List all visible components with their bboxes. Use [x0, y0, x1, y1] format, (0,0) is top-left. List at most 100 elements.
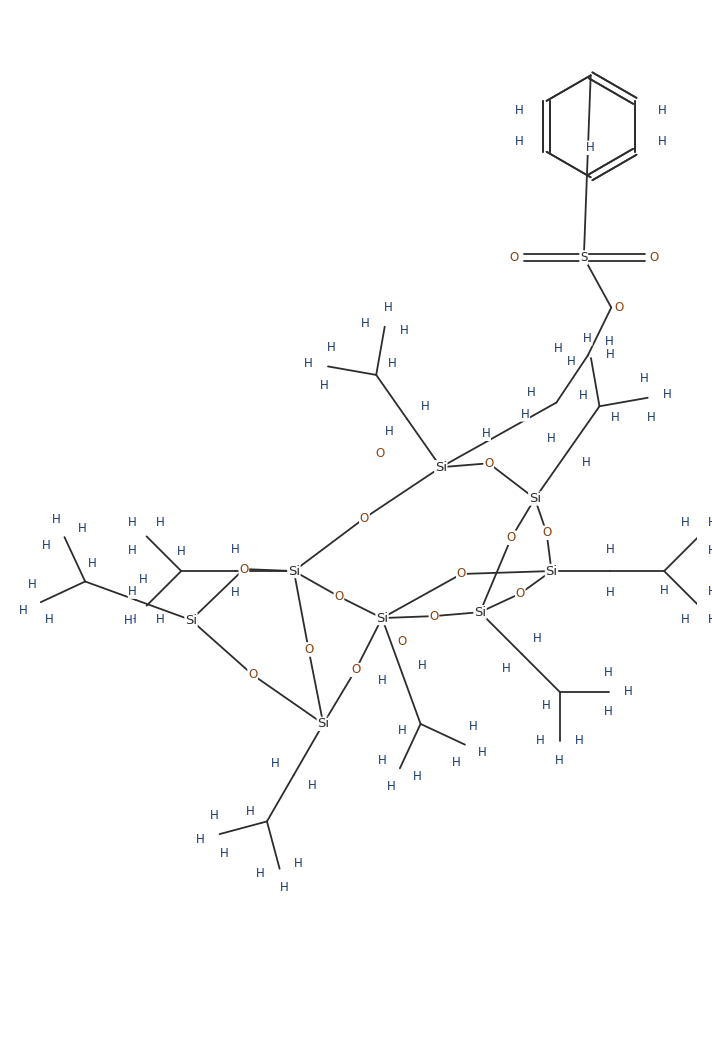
Text: H: H — [384, 301, 392, 314]
Text: H: H — [361, 317, 370, 330]
Text: H: H — [418, 659, 426, 672]
Text: Si: Si — [474, 606, 486, 618]
Text: H: H — [469, 720, 478, 733]
Text: H: H — [681, 613, 689, 626]
Text: H: H — [156, 516, 164, 529]
Text: H: H — [327, 340, 336, 354]
Text: H: H — [281, 881, 289, 895]
Text: H: H — [210, 808, 219, 822]
Text: H: H — [139, 573, 147, 586]
Text: H: H — [708, 516, 712, 529]
Text: H: H — [708, 585, 712, 598]
Text: H: H — [520, 407, 530, 421]
Text: Si: Si — [545, 565, 557, 578]
Text: H: H — [605, 335, 614, 349]
Text: H: H — [663, 387, 671, 401]
Text: H: H — [128, 585, 137, 598]
Text: H: H — [708, 544, 712, 556]
Text: O: O — [614, 301, 624, 314]
Text: H: H — [640, 372, 649, 385]
Text: H: H — [520, 407, 530, 421]
Text: H: H — [658, 135, 666, 148]
Text: H: H — [502, 663, 511, 675]
Text: O: O — [542, 526, 551, 540]
Text: H: H — [658, 104, 666, 118]
Text: O: O — [484, 457, 493, 469]
Text: H: H — [45, 613, 53, 627]
Text: H: H — [28, 578, 37, 591]
Text: H: H — [606, 349, 614, 361]
Text: O: O — [542, 526, 551, 540]
Text: O: O — [650, 251, 659, 264]
Text: O: O — [239, 563, 248, 575]
Text: O: O — [375, 447, 384, 460]
Text: H: H — [320, 379, 329, 393]
Text: H: H — [515, 135, 523, 148]
Text: H: H — [658, 104, 666, 118]
Text: H: H — [128, 613, 137, 626]
Text: H: H — [606, 586, 614, 600]
Text: O: O — [304, 643, 313, 656]
Text: H: H — [578, 390, 587, 402]
Text: H: H — [624, 686, 632, 698]
Text: H: H — [515, 104, 523, 118]
Text: O: O — [429, 610, 439, 623]
Text: O: O — [457, 567, 466, 581]
Text: H: H — [124, 613, 133, 627]
Text: H: H — [52, 512, 61, 526]
Text: S: S — [580, 251, 587, 264]
Text: O: O — [351, 664, 360, 676]
Text: O: O — [248, 669, 257, 681]
Text: O: O — [510, 251, 519, 264]
Text: O: O — [429, 610, 439, 623]
Text: H: H — [246, 805, 254, 818]
Text: O: O — [515, 587, 525, 600]
Text: H: H — [606, 543, 614, 556]
Text: Si: Si — [288, 565, 300, 578]
Text: H: H — [681, 516, 689, 529]
Text: H: H — [660, 584, 669, 597]
Text: H: H — [604, 705, 613, 718]
Text: H: H — [413, 770, 422, 783]
Text: H: H — [604, 666, 613, 678]
Text: O: O — [457, 567, 466, 581]
Text: H: H — [515, 104, 523, 118]
Text: H: H — [586, 142, 595, 154]
Text: H: H — [547, 432, 555, 444]
Text: H: H — [128, 544, 137, 556]
Text: H: H — [128, 516, 137, 529]
Text: H: H — [658, 135, 666, 148]
Text: H: H — [554, 342, 562, 355]
Text: H: H — [177, 545, 186, 558]
Text: O: O — [515, 587, 525, 600]
Text: O: O — [507, 531, 516, 544]
Text: H: H — [398, 724, 407, 737]
Text: H: H — [420, 400, 429, 414]
Text: H: H — [388, 357, 397, 371]
Text: O: O — [239, 563, 248, 575]
Text: H: H — [197, 833, 205, 845]
Text: O: O — [614, 301, 624, 314]
Text: O: O — [335, 590, 344, 603]
Text: H: H — [583, 332, 592, 345]
Text: H: H — [708, 613, 712, 626]
Text: H: H — [554, 342, 562, 355]
Text: H: H — [308, 779, 317, 792]
Text: H: H — [533, 632, 541, 645]
Text: H: H — [515, 135, 523, 148]
Text: H: H — [387, 779, 396, 793]
Text: H: H — [304, 357, 313, 370]
Text: H: H — [220, 846, 229, 860]
Text: H: H — [527, 386, 535, 399]
Text: H: H — [541, 699, 550, 712]
Text: H: H — [582, 457, 590, 469]
Text: H: H — [271, 757, 280, 771]
Text: O: O — [351, 664, 360, 676]
Text: Si: Si — [318, 717, 330, 731]
Text: H: H — [481, 427, 491, 440]
Text: Si: Si — [435, 461, 447, 474]
Text: H: H — [555, 754, 564, 766]
Text: H: H — [527, 386, 535, 399]
Text: O: O — [360, 511, 369, 525]
Text: H: H — [399, 323, 409, 337]
